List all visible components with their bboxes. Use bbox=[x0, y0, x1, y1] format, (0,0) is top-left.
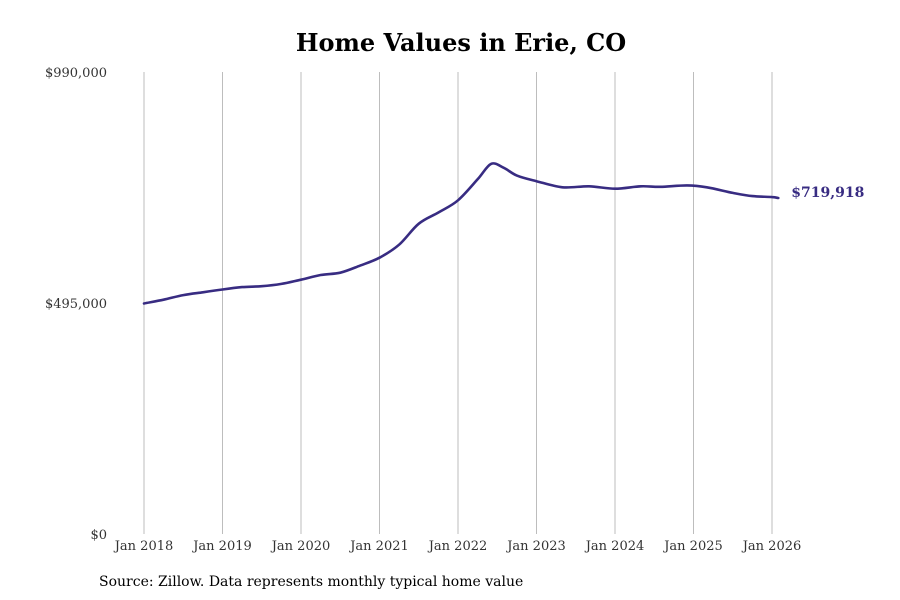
x-tick-label: Jan 2021 bbox=[348, 539, 409, 554]
series-line bbox=[142, 162, 780, 305]
x-tick-label: Jan 2024 bbox=[584, 539, 645, 554]
series-layer bbox=[142, 162, 780, 305]
data-labels: $719,918 bbox=[791, 185, 864, 201]
source-note: Source: Zillow. Data represents monthly … bbox=[99, 574, 524, 590]
grid-lines bbox=[143, 72, 773, 534]
y-tick-label: $0 bbox=[90, 528, 107, 543]
last-value-label: $719,918 bbox=[791, 185, 864, 201]
x-tick-label: Jan 2025 bbox=[662, 539, 723, 554]
x-tick-label: Jan 2020 bbox=[270, 539, 331, 554]
y-tick-label: $990,000 bbox=[45, 66, 107, 81]
x-tick-label: Jan 2019 bbox=[191, 539, 252, 554]
x-tick-label: Jan 2026 bbox=[741, 539, 802, 554]
x-tick-label: Jan 2023 bbox=[505, 539, 566, 554]
x-axis-ticks: Jan 2018 Jan 2019 Jan 2020 Jan 2021 Jan 2022… bbox=[113, 539, 802, 554]
chart-title: Home Values in Erie, CO bbox=[295, 28, 627, 57]
y-tick-label: $495,000 bbox=[45, 297, 107, 312]
x-tick-label: Jan 2022 bbox=[427, 539, 488, 554]
y-axis-ticks: $0 $495,000 $990,000 bbox=[45, 66, 107, 543]
x-tick-label: Jan 2018 bbox=[113, 539, 174, 554]
